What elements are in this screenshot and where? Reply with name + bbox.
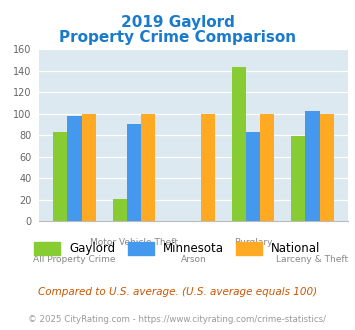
Text: Arson: Arson <box>181 255 206 264</box>
Bar <box>246 132 260 221</box>
Bar <box>291 136 305 221</box>
Bar <box>67 116 82 221</box>
Bar <box>82 114 96 221</box>
Text: Compared to U.S. average. (U.S. average equals 100): Compared to U.S. average. (U.S. average … <box>38 287 317 297</box>
Text: 2019 Gaylord: 2019 Gaylord <box>121 15 234 30</box>
Bar <box>53 132 67 221</box>
Text: All Property Crime: All Property Crime <box>33 255 116 264</box>
Text: © 2025 CityRating.com - https://www.cityrating.com/crime-statistics/: © 2025 CityRating.com - https://www.city… <box>28 315 327 324</box>
Text: Larceny & Theft: Larceny & Theft <box>277 255 349 264</box>
Bar <box>201 114 215 221</box>
Bar <box>141 114 155 221</box>
Bar <box>305 111 320 221</box>
Bar <box>320 114 334 221</box>
Bar <box>113 199 127 221</box>
Legend: Gaylord, Minnesota, National: Gaylord, Minnesota, National <box>29 237 326 260</box>
Text: Property Crime Comparison: Property Crime Comparison <box>59 30 296 45</box>
Text: Burglary: Burglary <box>234 238 272 247</box>
Bar <box>127 123 141 221</box>
Bar <box>260 114 274 221</box>
Bar <box>231 67 246 221</box>
Text: Motor Vehicle Theft: Motor Vehicle Theft <box>90 238 178 247</box>
